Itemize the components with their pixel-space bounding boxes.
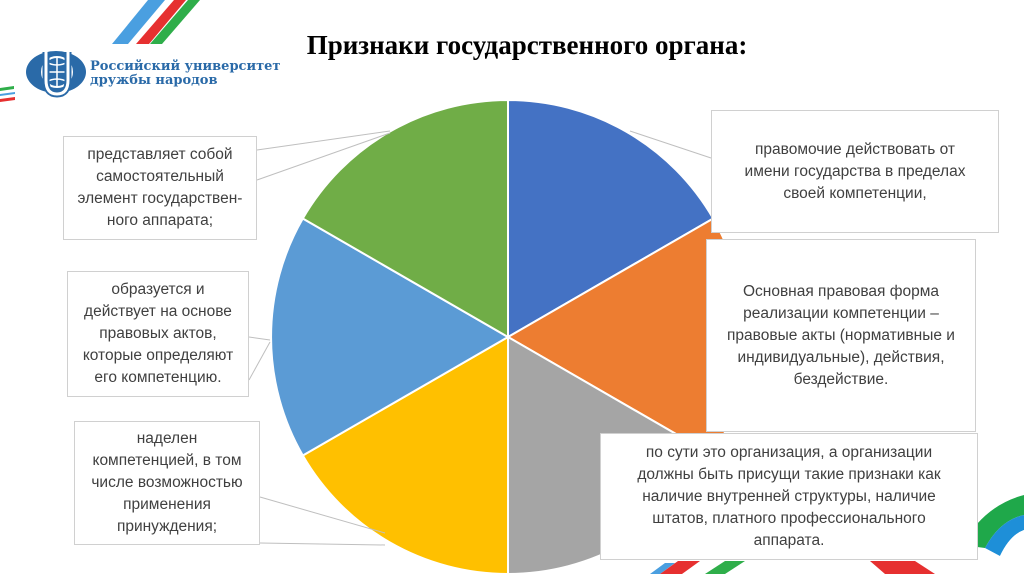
pie-slice-blue <box>507 99 715 338</box>
callout-line: компетенцией, в том <box>92 452 242 469</box>
callout-line: его компетенцию. <box>94 369 222 386</box>
callout-line: которые определяют <box>82 347 234 364</box>
pie-slice-green <box>301 99 509 338</box>
callout-line: бездействие. <box>793 370 889 388</box>
callout-line: представляет собой <box>87 146 233 163</box>
callout-line: числе возможностью <box>91 474 243 491</box>
callout-line: должны быть присущи такие признаки как <box>637 465 941 483</box>
callout-line: принуждения; <box>116 518 218 535</box>
callout-organization: по сути это организация, а организации д… <box>600 433 978 560</box>
leader-line <box>248 341 271 381</box>
callout-line: применения <box>123 496 211 513</box>
callout-line: по сути это организация, а организации <box>645 443 933 461</box>
callout-line: реализации компетенции – <box>743 304 939 322</box>
callout-line: правовых актов, <box>99 325 217 342</box>
pie-slice-lightblue <box>270 217 509 457</box>
slide-title: Признаки государственного органа: <box>306 30 748 60</box>
callout-line: образуется и <box>111 281 205 298</box>
callout-independent-element: представляет собой самостоятельный элеме… <box>63 136 257 240</box>
leader-line <box>259 542 386 546</box>
callout-line: штатов, платного профессионального <box>652 509 926 527</box>
callout-line: элемент государствен- <box>77 190 243 207</box>
callout-line: наличие внутренней структуры, наличие <box>642 487 936 505</box>
callout-line: имени государства в пределах <box>744 162 966 180</box>
callout-line: ного аппарата; <box>106 212 214 229</box>
university-name-line1: Российский университет <box>90 59 281 74</box>
callout-legal-form: Основная правовая форма реализации компе… <box>706 239 976 432</box>
callout-line: самостоятельный <box>96 168 224 185</box>
callout-authority: правомочие действовать от имени государс… <box>711 110 999 233</box>
callout-line: действует на основе <box>84 303 232 320</box>
leader-line <box>256 130 391 151</box>
leader-line <box>248 336 271 341</box>
callout-line: Основная правовая форма <box>742 282 940 300</box>
university-name: Российский университет дружбы народов <box>90 60 281 88</box>
leader-line <box>256 132 391 181</box>
callout-line: правомочие действовать от <box>755 140 955 158</box>
callout-line: правовые акты (нормативные и <box>727 326 955 344</box>
leader-line <box>259 496 386 534</box>
callout-legal-acts: образуется и действует на основе правовы… <box>67 271 249 397</box>
pie-slice-yellow <box>301 336 509 574</box>
callout-line: своей компетенции, <box>783 184 927 202</box>
callout-line: аппарата. <box>753 531 825 549</box>
callout-competence: наделен компетенцией, в том числе возмож… <box>74 421 260 545</box>
callout-line: наделен <box>136 430 198 447</box>
callout-line: индивидуальные), действия, <box>737 348 945 366</box>
rudn-logo-icon <box>26 51 86 98</box>
university-name-line2: дружбы народов <box>90 73 218 88</box>
leader-line <box>629 130 712 159</box>
